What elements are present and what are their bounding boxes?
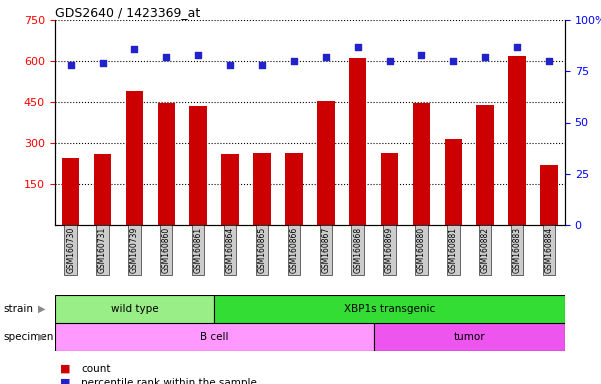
Text: percentile rank within the sample: percentile rank within the sample bbox=[81, 378, 257, 384]
Text: wild type: wild type bbox=[111, 304, 158, 314]
Bar bbox=[540, 165, 558, 225]
Point bbox=[162, 54, 171, 60]
Point bbox=[385, 58, 394, 64]
Bar bbox=[445, 139, 462, 225]
Point bbox=[544, 58, 554, 64]
Point bbox=[448, 58, 458, 64]
Bar bbox=[349, 58, 367, 225]
Bar bbox=[413, 103, 430, 225]
Text: ▶: ▶ bbox=[38, 304, 45, 314]
Point bbox=[512, 43, 522, 50]
Text: tumor: tumor bbox=[454, 332, 485, 342]
Text: specimen: specimen bbox=[3, 332, 53, 342]
Bar bbox=[55, 295, 214, 323]
Point bbox=[416, 52, 426, 58]
Point bbox=[194, 52, 203, 58]
Text: B cell: B cell bbox=[200, 332, 228, 342]
Point bbox=[353, 43, 362, 50]
Point bbox=[321, 54, 331, 60]
Point bbox=[66, 62, 76, 68]
Bar bbox=[374, 323, 565, 351]
Text: GSM160882: GSM160882 bbox=[481, 227, 490, 273]
Text: GSM160867: GSM160867 bbox=[322, 227, 331, 273]
Text: GDS2640 / 1423369_at: GDS2640 / 1423369_at bbox=[55, 6, 200, 19]
Bar bbox=[55, 323, 374, 351]
Text: GSM160730: GSM160730 bbox=[66, 227, 75, 273]
Text: GSM160880: GSM160880 bbox=[417, 227, 426, 273]
Bar bbox=[253, 152, 270, 225]
Bar bbox=[477, 105, 494, 225]
Point bbox=[257, 62, 267, 68]
Bar bbox=[94, 154, 111, 225]
Point bbox=[225, 62, 235, 68]
Text: ■: ■ bbox=[60, 364, 70, 374]
Bar bbox=[189, 106, 207, 225]
Point bbox=[98, 60, 108, 66]
Bar bbox=[126, 91, 143, 225]
Bar bbox=[62, 158, 79, 225]
Text: GSM160866: GSM160866 bbox=[289, 227, 298, 273]
Text: GSM160861: GSM160861 bbox=[194, 227, 203, 273]
Text: GSM160883: GSM160883 bbox=[513, 227, 522, 273]
Point bbox=[130, 46, 139, 52]
Text: GSM160865: GSM160865 bbox=[257, 227, 266, 273]
Bar bbox=[381, 152, 398, 225]
Point bbox=[289, 58, 299, 64]
Point bbox=[480, 54, 490, 60]
Bar bbox=[508, 56, 526, 225]
Bar bbox=[157, 103, 175, 225]
Text: GSM160884: GSM160884 bbox=[545, 227, 554, 273]
Text: GSM160868: GSM160868 bbox=[353, 227, 362, 273]
Text: XBP1s transgenic: XBP1s transgenic bbox=[344, 304, 435, 314]
Text: GSM160864: GSM160864 bbox=[225, 227, 234, 273]
Text: ■: ■ bbox=[60, 378, 70, 384]
Bar bbox=[285, 153, 303, 225]
Text: GSM160731: GSM160731 bbox=[98, 227, 107, 273]
Text: GSM160869: GSM160869 bbox=[385, 227, 394, 273]
Text: count: count bbox=[81, 364, 111, 374]
Bar bbox=[214, 295, 565, 323]
Text: strain: strain bbox=[3, 304, 33, 314]
Bar bbox=[317, 101, 335, 225]
Bar bbox=[221, 154, 239, 225]
Text: GSM160739: GSM160739 bbox=[130, 227, 139, 273]
Text: GSM160860: GSM160860 bbox=[162, 227, 171, 273]
Text: GSM160881: GSM160881 bbox=[449, 227, 458, 273]
Text: ▶: ▶ bbox=[38, 332, 45, 342]
